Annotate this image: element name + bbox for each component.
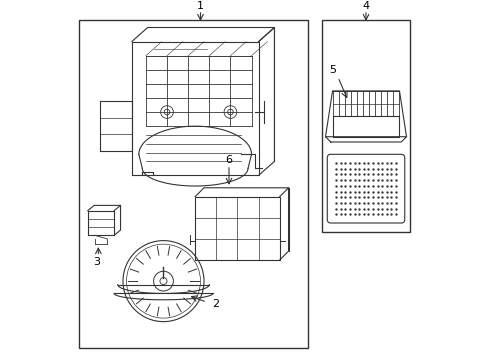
Text: 2: 2 [212, 299, 219, 309]
Text: 5: 5 [328, 65, 335, 75]
Text: 6: 6 [225, 154, 232, 165]
Text: 1: 1 [197, 1, 203, 12]
Bar [79, 21, 307, 348]
Text: 4: 4 [362, 1, 369, 12]
Text: 3: 3 [93, 257, 101, 267]
Bar [321, 21, 409, 232]
